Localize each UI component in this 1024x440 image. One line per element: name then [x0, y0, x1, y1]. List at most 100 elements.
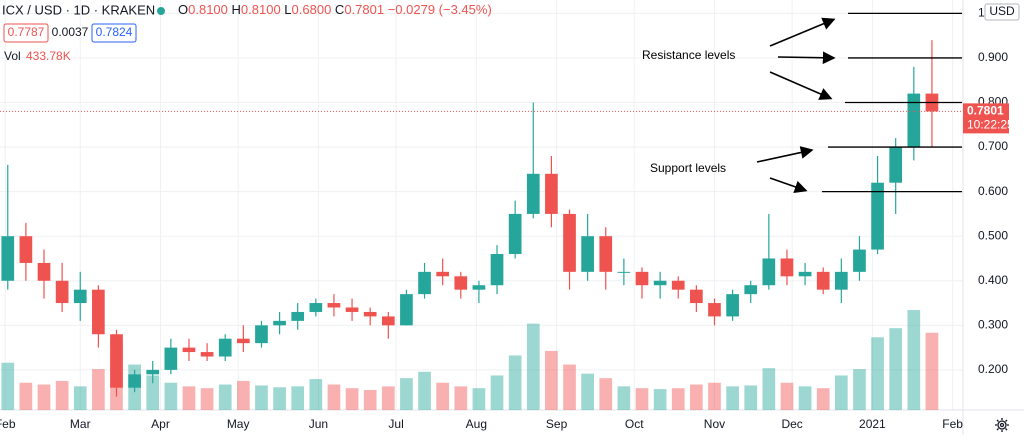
x-tick-label: Apr	[151, 417, 170, 431]
volume-bar	[871, 337, 884, 410]
candle-body	[690, 289, 703, 304]
candle-body	[345, 307, 359, 312]
candle-body	[381, 316, 395, 326]
high-value: 0.8100	[241, 2, 281, 17]
volume-bar	[526, 323, 540, 410]
candle-body	[146, 369, 160, 375]
x-tick-label: Sep	[546, 417, 568, 431]
x-tick-label: Nov	[704, 417, 725, 431]
volume-bar	[490, 375, 504, 410]
candle-body	[255, 325, 268, 344]
candle-body	[653, 280, 667, 286]
candle-body	[291, 311, 305, 321]
candle-body	[92, 289, 105, 335]
candle-body	[834, 271, 848, 290]
y-tick-label: 0.500	[978, 228, 1008, 242]
volume-bar	[55, 380, 69, 410]
volume-bar	[708, 382, 721, 410]
candle-body	[671, 280, 685, 290]
volume-bar	[236, 380, 250, 410]
settings-icon[interactable]	[995, 418, 1009, 432]
candle-body	[907, 93, 921, 148]
candle-body	[363, 311, 377, 317]
x-tick-label: Dec	[781, 417, 802, 431]
volume-bar	[327, 384, 341, 410]
volume-bar	[273, 387, 286, 410]
volume-bar	[508, 355, 522, 410]
volume-bar	[345, 388, 359, 410]
volume-bar	[472, 388, 486, 410]
status-dot	[157, 7, 165, 15]
volume-bar	[889, 328, 903, 410]
ohlc-legend: O0.8100 H0.8100 L0.6800 C0.7801 −0.0279 …	[178, 2, 492, 17]
volume-bar	[853, 369, 866, 410]
last-price-label: 0.7801	[967, 104, 1004, 118]
candle-body	[37, 262, 51, 281]
candle-body	[798, 271, 812, 277]
candle-body	[545, 173, 558, 214]
y-tick-label: 0.900	[978, 50, 1008, 64]
volume-bar	[73, 386, 87, 410]
candle-body	[200, 352, 214, 357]
open-value: 0.8100	[188, 2, 228, 17]
candle-body	[418, 271, 431, 295]
x-tick-label: Feb	[942, 417, 963, 431]
ask-value: 0.7824	[96, 25, 133, 39]
candle-body	[182, 347, 196, 353]
volume-bar	[418, 371, 431, 410]
volume-bar	[581, 373, 594, 410]
candle-body	[128, 374, 141, 388]
change-value: −0.0279 (−3.45%)	[388, 2, 492, 17]
arrow	[777, 51, 836, 65]
y-tick-label: 0.400	[978, 273, 1008, 287]
close-label: C	[335, 2, 344, 17]
volume-bar	[309, 379, 323, 410]
volume-bar	[780, 382, 794, 410]
volume-bar	[19, 382, 33, 410]
candle-body	[327, 303, 341, 308]
open-label: O	[178, 2, 188, 17]
candle-body	[164, 347, 178, 370]
volume-bar	[690, 384, 703, 410]
annotation: Support levels	[650, 161, 726, 175]
candle-body	[744, 285, 758, 295]
volume-value: 433.78K	[26, 49, 71, 63]
volume-bar	[37, 384, 51, 410]
volume-bar	[400, 378, 413, 410]
candle-body	[816, 271, 830, 290]
volume-bar	[599, 378, 613, 410]
x-tick-label: Feb	[0, 417, 16, 431]
volume-bar	[200, 388, 214, 410]
volume-label: Vol	[4, 49, 21, 63]
currency-box[interactable]	[984, 3, 1020, 21]
annotation: Resistance levels	[642, 48, 735, 62]
volume-bar	[925, 332, 939, 410]
candle-body	[581, 236, 594, 272]
candle-body	[617, 271, 631, 273]
last-price-box	[963, 103, 1009, 134]
candle-body	[853, 249, 866, 272]
volume-bar	[218, 384, 232, 410]
candle-body	[472, 285, 486, 290]
volume-bar	[255, 385, 268, 410]
candle-body	[780, 258, 794, 277]
candle-body	[508, 213, 522, 255]
y-tick-label: 0.600	[978, 184, 1008, 198]
volume-bar	[164, 382, 178, 410]
volume-bar	[635, 388, 649, 410]
low-label: L	[284, 2, 291, 17]
volume-bar	[762, 368, 776, 410]
candle-body	[762, 258, 776, 286]
candle-body	[110, 334, 123, 388]
arrow	[769, 17, 836, 47]
close-value: 0.7801	[344, 2, 384, 17]
x-tick-label: Jul	[388, 417, 403, 431]
volume-bar	[545, 350, 558, 410]
volume-bar	[798, 386, 812, 410]
countdown: 10:22:25	[967, 118, 1014, 132]
currency-label: USD	[989, 4, 1015, 18]
candle-body	[726, 294, 739, 317]
candle-body	[708, 303, 721, 317]
x-tick-label: Oct	[625, 417, 644, 431]
candle-body	[526, 173, 540, 214]
